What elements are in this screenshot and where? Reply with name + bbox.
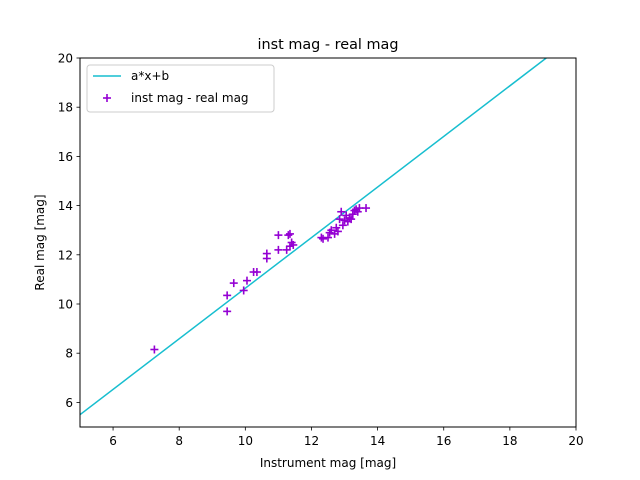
- y-tick-label: 10: [58, 298, 73, 312]
- fit-line-layer: [80, 58, 547, 416]
- scatter-point: [252, 268, 261, 277]
- scatter-points-layer: [150, 204, 371, 354]
- scatter-point: [324, 233, 332, 242]
- scatter-point: [353, 207, 362, 216]
- scatter-point: [223, 307, 232, 316]
- x-tick-label: 10: [238, 434, 253, 448]
- y-tick-label: 6: [65, 396, 73, 410]
- x-tick-label: 20: [568, 434, 583, 448]
- scatter-point: [150, 345, 159, 354]
- scatter-point: [284, 231, 293, 240]
- x-axis-ticks: 6 8 10 12 14 16 18 20: [109, 427, 584, 448]
- scatter-point: [348, 210, 357, 219]
- plot-area: [80, 58, 547, 416]
- x-axis-label: Instrument mag [mag]: [260, 456, 396, 470]
- scatter-point: [223, 291, 232, 300]
- scatter-point: [332, 223, 341, 232]
- x-tick-label: 18: [502, 434, 517, 448]
- scatter-point: [335, 215, 344, 224]
- scatter-point: [319, 234, 328, 243]
- scatter-point: [274, 231, 283, 240]
- chart-title: inst mag - real mag: [258, 37, 399, 53]
- scatter-point: [333, 227, 342, 236]
- scatter-point: [274, 245, 283, 254]
- fit-line: [80, 58, 547, 416]
- scatter-point: [239, 286, 248, 295]
- y-tick-label: 20: [58, 52, 73, 66]
- legend-fit-line-label: a*x+b: [131, 69, 169, 83]
- scatter-point: [289, 240, 298, 249]
- x-tick-label: 6: [109, 434, 117, 448]
- y-axis-label: Real mag [mag]: [33, 194, 47, 290]
- legend-scatter-marker-swatch: [103, 94, 111, 102]
- axes-frame: [79, 57, 577, 428]
- x-tick-label: 16: [436, 434, 451, 448]
- scatter-point: [338, 221, 347, 230]
- x-tick-label: 12: [304, 434, 319, 448]
- y-tick-label: 18: [58, 101, 73, 115]
- legend-box: [86, 64, 275, 113]
- scatter-point: [262, 249, 271, 258]
- scatter-point: [285, 229, 294, 238]
- scatter-point: [242, 276, 251, 285]
- y-tick-label: 14: [58, 199, 73, 213]
- scatter-point: [337, 207, 346, 216]
- x-tick-label: 8: [175, 434, 183, 448]
- y-tick-label: 16: [58, 150, 73, 164]
- y-axis-ticks: 6 8 10 12 14 16 18 20: [58, 52, 80, 410]
- scatter-point: [347, 215, 356, 224]
- y-tick-label: 8: [65, 347, 73, 361]
- legend: a*x+b inst mag - real mag: [86, 64, 275, 113]
- x-tick-label: 14: [370, 434, 385, 448]
- scatter-point: [229, 279, 238, 288]
- legend-scatter-label: inst mag - real mag: [131, 91, 249, 105]
- y-tick-label: 12: [58, 248, 73, 262]
- scatter-point: [362, 204, 371, 213]
